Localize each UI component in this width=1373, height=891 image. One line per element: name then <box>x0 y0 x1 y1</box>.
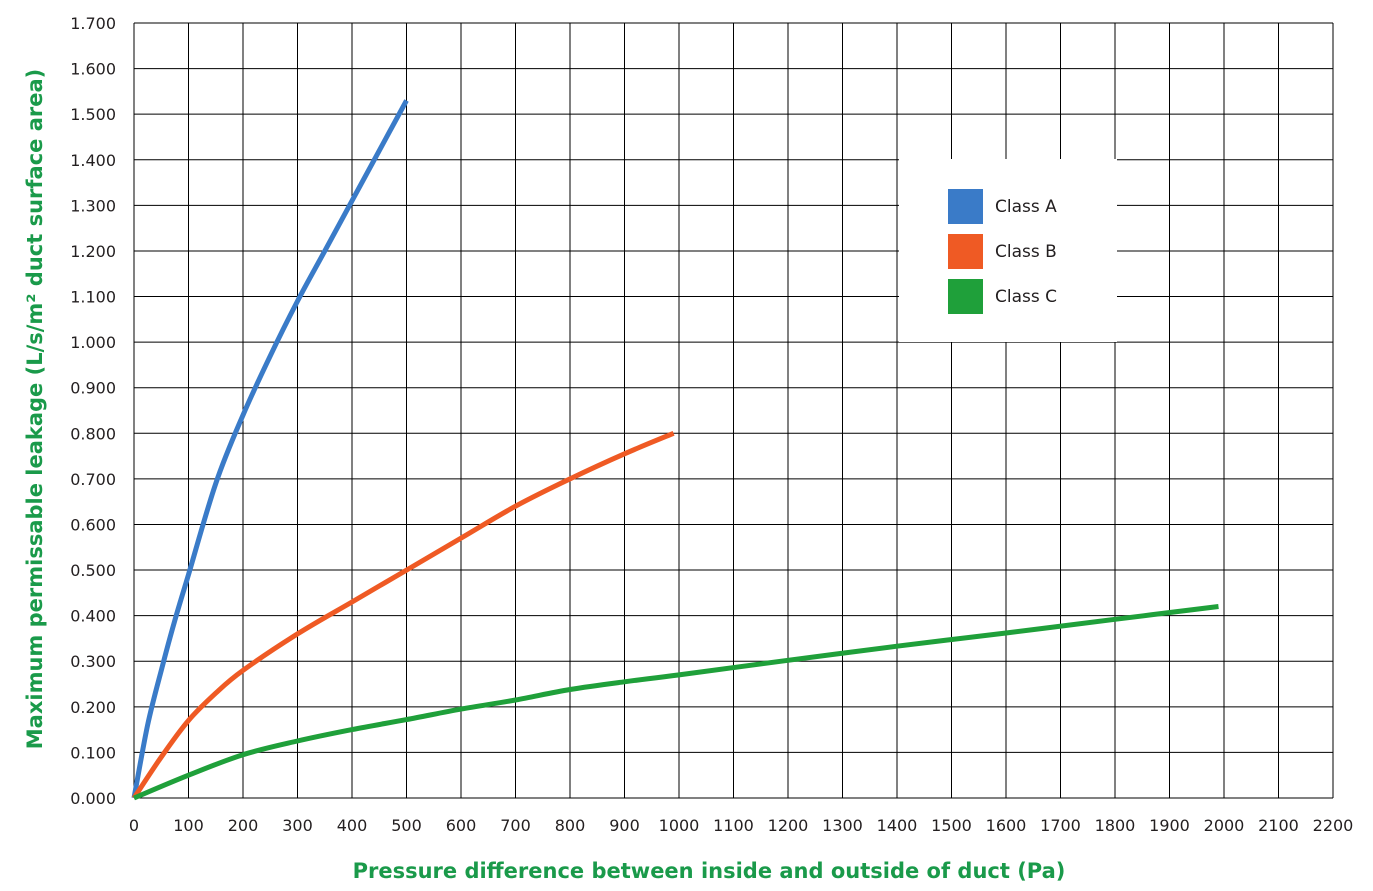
legend-swatch <box>948 234 983 269</box>
legend-label: Class B <box>995 242 1057 262</box>
y-tick-label: 0.700 <box>70 470 116 489</box>
y-tick-label: 1.600 <box>70 60 116 79</box>
x-tick-label: 1400 <box>877 816 918 835</box>
y-tick-label: 1.700 <box>70 14 116 33</box>
x-tick-label: 1300 <box>822 816 863 835</box>
series-lines <box>131 99 1219 801</box>
y-tick-label: 0.800 <box>70 424 116 443</box>
y-tick-label: 0.900 <box>70 379 116 398</box>
x-tick-label: 700 <box>500 816 531 835</box>
series-line-class-a <box>131 99 409 799</box>
x-tick-label: 1000 <box>659 816 700 835</box>
legend: Class A Class B Class C <box>899 159 1117 342</box>
x-tick-label: 2100 <box>1258 816 1299 835</box>
y-tick-label: 1.200 <box>70 242 116 261</box>
x-tick-label: 1600 <box>986 816 1027 835</box>
legend-label: Class A <box>995 197 1057 217</box>
x-axis-title: Pressure difference between inside and o… <box>353 859 1066 883</box>
x-tick-label: 2000 <box>1204 816 1245 835</box>
grid <box>133 22 1334 799</box>
tick-labels: 0 100 200 300 400 500 600 700 800 900 1000 1100 1200… <box>70 14 1353 835</box>
y-tick-label: 1.300 <box>70 196 116 215</box>
y-tick-label: 0.000 <box>70 789 116 808</box>
x-tick-label: 1200 <box>768 816 809 835</box>
x-tick-label: 1700 <box>1040 816 1081 835</box>
y-tick-label: 1.400 <box>70 151 116 170</box>
x-tick-label: 800 <box>555 816 586 835</box>
series-line-class-c <box>133 604 1219 801</box>
y-tick-label: 0.500 <box>70 561 116 580</box>
x-tick-label: 1100 <box>713 816 754 835</box>
legend-box <box>899 159 1117 342</box>
legend-swatch <box>948 279 983 314</box>
y-tick-label: 0.400 <box>70 607 116 626</box>
x-tick-label: 1800 <box>1095 816 1136 835</box>
x-tick-label: 500 <box>391 816 422 835</box>
x-tick-label: 0 <box>129 816 139 835</box>
y-tick-label: 1.100 <box>70 288 116 307</box>
x-tick-label: 100 <box>173 816 204 835</box>
x-tick-label: 2200 <box>1313 816 1354 835</box>
y-tick-label: 0.200 <box>70 698 116 717</box>
series-line-class-b <box>131 430 675 800</box>
y-tick-label: 0.300 <box>70 652 116 671</box>
x-tick-label: 200 <box>228 816 259 835</box>
y-tick-label: 1.500 <box>70 105 116 124</box>
y-tick-label: 1.000 <box>70 333 116 352</box>
x-tick-label: 600 <box>446 816 477 835</box>
x-tick-label: 900 <box>609 816 640 835</box>
y-tick-label: 0.100 <box>70 743 116 762</box>
legend-swatch <box>948 189 983 224</box>
x-tick-label: 400 <box>337 816 368 835</box>
y-axis-title: Maximum permissable leakage (L/s/m² duct… <box>23 69 47 749</box>
y-tick-label: 0.600 <box>70 515 116 534</box>
x-tick-label: 1500 <box>931 816 972 835</box>
x-tick-label: 300 <box>282 816 313 835</box>
legend-label: Class C <box>995 287 1057 307</box>
x-tick-label: 1900 <box>1149 816 1190 835</box>
